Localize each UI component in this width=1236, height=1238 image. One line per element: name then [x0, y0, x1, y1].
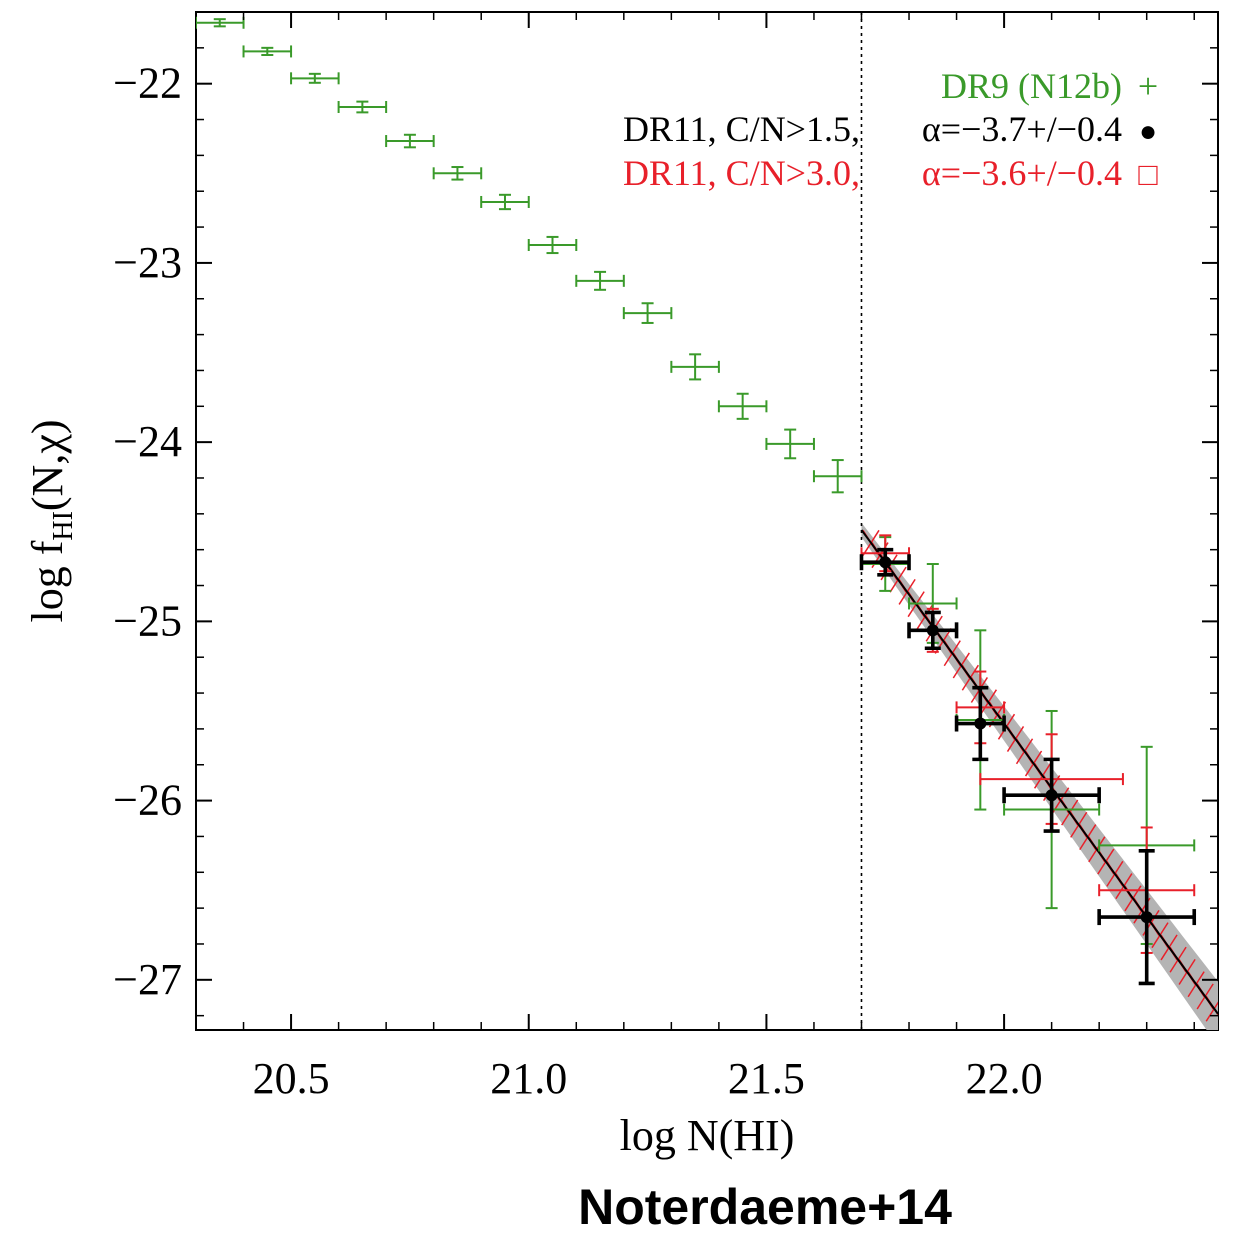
data-point: [1002, 757, 1101, 833]
y-tick-label: −22: [113, 59, 182, 108]
x-axis-label: log N(HI): [620, 1111, 795, 1160]
credit-label: Noterdaeme+14: [578, 1179, 952, 1235]
data-point: [1097, 848, 1197, 986]
data-point: [575, 270, 625, 291]
data-point: [765, 428, 815, 460]
axis-ticks: 20.5 21.0 21.5 22.0 −22 −23 −24 −25 −26 −27: [113, 11, 1218, 1103]
y-tick-label: −27: [113, 955, 182, 1004]
y-axis-label: log fHI(N,χ): [23, 419, 79, 622]
data-point: [385, 133, 435, 149]
fit-band: [860, 522, 1218, 1030]
legend-symbol-plus: +: [1138, 66, 1158, 106]
data-point: [717, 392, 768, 420]
y-tick-label: −25: [113, 596, 182, 645]
y-tick-label: −26: [113, 776, 182, 825]
data-point: [290, 72, 340, 85]
data-point: [812, 459, 863, 494]
y-tick-label: −23: [113, 238, 182, 287]
data-points: [196, 16, 1197, 986]
point-marker: [974, 717, 987, 730]
point-marker: [1045, 789, 1058, 802]
legend-alpha-dr11-cn15: α=−3.7+/−0.4: [922, 109, 1122, 149]
y-axis-label-main: log f: [23, 540, 72, 622]
data-point: [242, 45, 293, 58]
data-point: [954, 685, 1006, 762]
y-axis-label-subscript: HI: [48, 511, 79, 541]
legend-symbol-square: □: [1138, 156, 1158, 192]
point-marker: [1140, 911, 1153, 924]
legend-alpha-dr11-cn30: α=−3.6+/−0.4: [922, 153, 1122, 193]
x-tick-label: 20.5: [253, 1054, 330, 1103]
legend-label-dr9: DR9 (N12b): [941, 66, 1122, 106]
data-point: [196, 16, 245, 29]
y-axis-label-tail: (N,χ): [23, 419, 72, 511]
data-point: [480, 193, 530, 211]
point-marker: [879, 556, 892, 569]
data-point: [622, 302, 673, 324]
y-tick-label: −24: [113, 417, 182, 466]
x-tick-label: 21.0: [490, 1054, 567, 1103]
fit-line: [860, 529, 1218, 1015]
data-point: [527, 235, 578, 255]
data-point: [907, 610, 959, 651]
data-point: [670, 353, 720, 381]
legend-label-dr11-cn30: DR11, C/N>3.0,: [623, 153, 860, 193]
data-point: [337, 100, 388, 114]
plot-frame: [195, 11, 1219, 1031]
legend: DR9 (N12b) + DR11, C/N>1.5, α=−3.7+/−0.4…: [623, 66, 1158, 193]
x-tick-label: 21.5: [728, 1054, 805, 1103]
point-marker: [926, 624, 939, 637]
legend-label-dr11-cn15: DR11, C/N>1.5,: [623, 109, 860, 149]
data-point: [859, 547, 911, 577]
x-tick-label: 22.0: [966, 1054, 1043, 1103]
legend-symbol-dot: ●: [1139, 115, 1157, 148]
data-point: [432, 166, 483, 181]
